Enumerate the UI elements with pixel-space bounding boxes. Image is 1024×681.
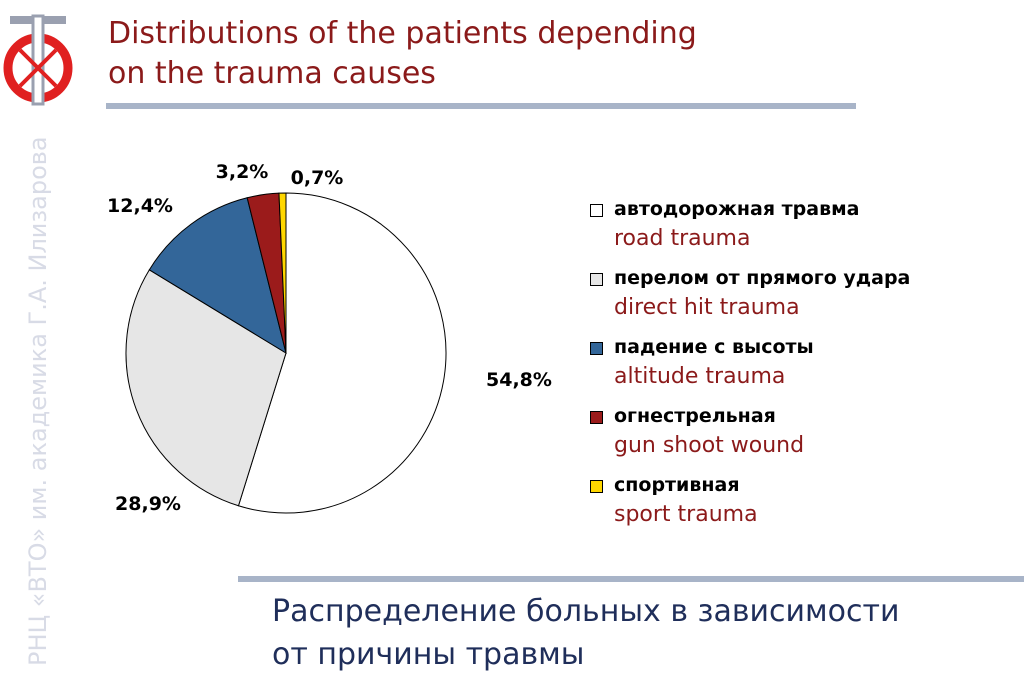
subtitle-line-1: Распределение больных в зависимости [272,594,900,629]
title-line-2: on the trauma causes [108,56,436,91]
logo-cross-b [18,48,58,88]
legend-item: падение с высоты altitude trauma [588,333,1008,402]
legend-swatch [590,273,603,286]
pie-slice [237,192,447,514]
slice-data-label: 28,9% [115,493,181,515]
legend-label-ru: перелом от прямого удара [614,267,911,289]
legend-item: перелом от прямого удара direct hit trau… [588,264,1008,333]
legend-label-ru: огнестрельная [614,405,776,427]
logo-t-stem [31,14,45,106]
legend-label-en: road trauma [614,226,751,251]
slice-data-label: 3,2% [216,161,269,183]
legend-label-ru: спортивная [614,474,740,496]
legend-swatch [590,480,603,493]
page-subtitle: Распределение больных в зависимости от п… [272,590,1012,676]
pie-slice [278,192,287,354]
legend-item: огнестрельная gun shoot wound [588,402,1008,471]
legend-label-ru: падение с высоты [614,336,814,358]
title-line-1: Distributions of the patients depending [108,16,697,51]
chart-legend: автодорожная травма road trauma перелом … [588,195,1008,540]
legend-label-en: altitude trauma [614,364,786,389]
subtitle-line-2: от причины травмы [272,637,585,672]
institute-logo [3,14,73,106]
legend-item: спортивная sport trauma [588,471,1008,540]
slice-data-label: 12,4% [107,195,173,217]
legend-swatch [590,342,603,355]
subtitle-divider [238,576,1024,582]
legend-swatch [590,204,603,217]
legend-label-ru: автодорожная травма [614,198,860,220]
slice-data-label: 0,7% [291,167,344,189]
slice-data-label: 54,8% [486,369,552,391]
legend-swatch [590,411,603,424]
institute-name-vertical: РНЦ «ВТО» им. академика Г.А. Илизарова [24,136,52,666]
legend-label-en: direct hit trauma [614,295,800,320]
title-divider [106,103,856,109]
legend-item: автодорожная травма road trauma [588,195,1008,264]
pie-slice [148,197,287,355]
legend-label-en: gun shoot wound [614,433,805,458]
legend-label-en: sport trauma [614,502,758,527]
pie-chart: 54,8% 28,9% 12,4% 3,2% 0,7% [107,161,552,515]
page-title: Distributions of the patients depending … [108,14,868,94]
